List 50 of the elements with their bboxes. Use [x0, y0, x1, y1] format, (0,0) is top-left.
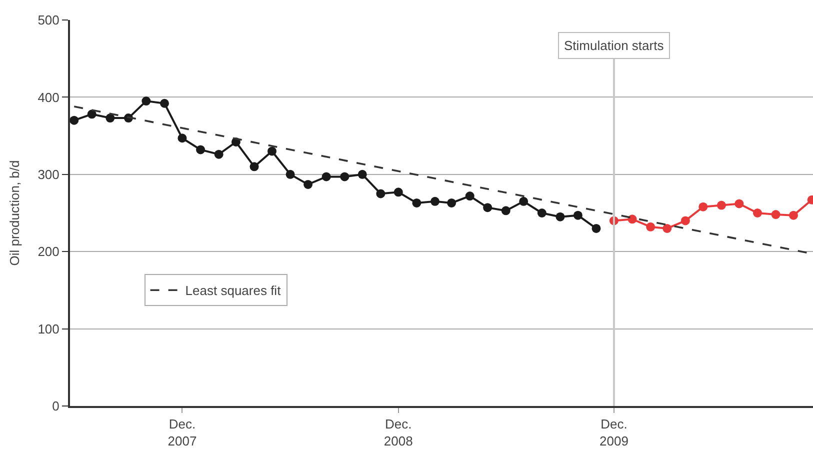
y-tick-label: 0	[52, 398, 60, 414]
point	[106, 114, 115, 123]
point	[662, 224, 672, 233]
point	[160, 98, 169, 108]
point	[573, 210, 582, 220]
x-tick-label: Dec. 2009	[600, 416, 628, 448]
point	[376, 189, 386, 198]
point	[771, 210, 780, 220]
point	[628, 214, 637, 224]
point	[680, 216, 690, 226]
point	[483, 203, 492, 212]
y-tick-label: 500	[38, 12, 60, 28]
point	[556, 212, 565, 222]
y-tick-label: 200	[38, 244, 60, 260]
x-tick-label: Dec. 2008	[384, 416, 413, 448]
y-tick-label: 400	[38, 90, 60, 105]
point	[267, 146, 276, 156]
point	[537, 208, 546, 218]
y-tick-label: 100	[38, 321, 60, 336]
point	[752, 208, 762, 218]
point	[698, 202, 708, 212]
point	[358, 170, 367, 179]
point	[519, 196, 528, 206]
point	[501, 206, 510, 216]
y-tick-label: 300	[38, 166, 60, 182]
point	[87, 110, 96, 119]
point	[322, 172, 331, 182]
point	[340, 172, 350, 182]
x-tick-label: Dec. 2007	[168, 416, 197, 448]
point	[592, 224, 601, 233]
point	[430, 196, 440, 206]
point	[465, 192, 474, 201]
y-axis-title: Oil production, b/d	[7, 160, 22, 266]
legend-label: Least squares fit	[185, 283, 282, 298]
point	[70, 116, 79, 125]
point	[214, 150, 224, 159]
point	[286, 170, 295, 179]
point	[646, 222, 656, 232]
point	[789, 210, 798, 220]
point	[196, 145, 206, 154]
point	[142, 96, 151, 106]
ref-line-label: Stimulation starts	[564, 38, 664, 53]
point	[412, 198, 422, 208]
point	[178, 134, 187, 143]
point	[250, 162, 259, 172]
point	[304, 180, 313, 189]
point	[394, 188, 403, 197]
point	[716, 200, 726, 210]
point	[447, 198, 456, 208]
point	[734, 199, 744, 208]
